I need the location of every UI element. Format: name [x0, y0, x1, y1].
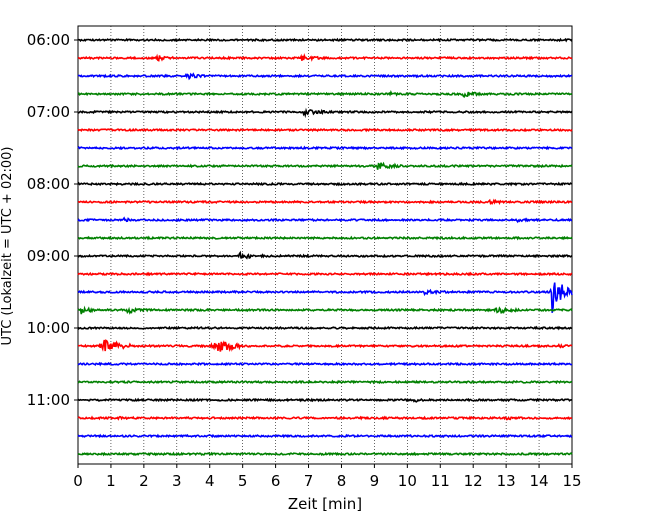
- x-tick-label: 14: [530, 472, 549, 490]
- seismo-trace: [77, 198, 573, 206]
- seismo-trace: [77, 216, 572, 224]
- y-axis: 06:00 07:00 08:00 09:00 10:00 11:00: [27, 31, 78, 409]
- seismo-trace: [77, 72, 573, 81]
- plot-frame: [77, 25, 573, 465]
- grid-lines: [110, 26, 540, 464]
- seismo-trace: [77, 415, 573, 421]
- seismo-trace: [77, 145, 573, 151]
- seismo-trace: [77, 250, 573, 260]
- seismo-trace: [77, 181, 573, 187]
- y-tick-label: 06:00: [27, 31, 70, 49]
- seismo-trace: [77, 161, 573, 170]
- seismo-trace: [77, 451, 573, 457]
- x-tick-label: 5: [238, 472, 248, 490]
- seismo-trace: [77, 361, 573, 367]
- seismo-trace: [77, 107, 573, 119]
- x-tick-label: 8: [337, 472, 347, 490]
- x-tick-label: 2: [139, 472, 149, 490]
- seismo-trace: [77, 397, 573, 403]
- seismo-trace: [77, 379, 573, 385]
- y-tick-label: 09:00: [27, 247, 70, 265]
- x-tick-label: 13: [497, 472, 516, 490]
- x-tick-label: 1: [106, 472, 116, 490]
- seismo-trace: [77, 90, 573, 99]
- seismo-trace: [77, 52, 573, 62]
- y-tick-label: 11:00: [27, 391, 70, 409]
- seismo-trace: [77, 433, 573, 439]
- x-axis: 0 1 2 3 4 5 6 7 8 9 10 11 12 13 14 15: [73, 464, 582, 490]
- y-axis-label: UTC (Lokalzeit = UTC + 02:00): [0, 147, 15, 346]
- x-tick-label: 4: [205, 472, 215, 490]
- seismo-trace: [77, 305, 573, 315]
- x-tick-label: 12: [464, 472, 483, 490]
- seismo-trace: [78, 37, 573, 43]
- seismo-trace: [77, 282, 573, 313]
- x-axis-label: Zeit [min]: [288, 495, 362, 513]
- x-tick-label: 6: [271, 472, 281, 490]
- x-tick-label: 7: [304, 472, 314, 490]
- x-tick-label: 10: [398, 472, 417, 490]
- y-tick-label: 08:00: [27, 175, 70, 193]
- x-tick-label: 0: [73, 472, 83, 490]
- x-tick-label: 15: [562, 472, 581, 490]
- y-tick-label: 10:00: [27, 319, 70, 337]
- seismo-trace: [77, 235, 573, 241]
- x-tick-label: 11: [431, 472, 450, 490]
- seismo-trace: [77, 127, 573, 133]
- x-tick-label: 9: [370, 472, 380, 490]
- seismo-trace: [77, 271, 573, 277]
- seismo-trace: [78, 339, 573, 353]
- y-tick-label: 07:00: [27, 103, 70, 121]
- x-tick-label: 3: [172, 472, 182, 490]
- seismo-trace: [77, 325, 573, 331]
- traces-group: [77, 37, 573, 457]
